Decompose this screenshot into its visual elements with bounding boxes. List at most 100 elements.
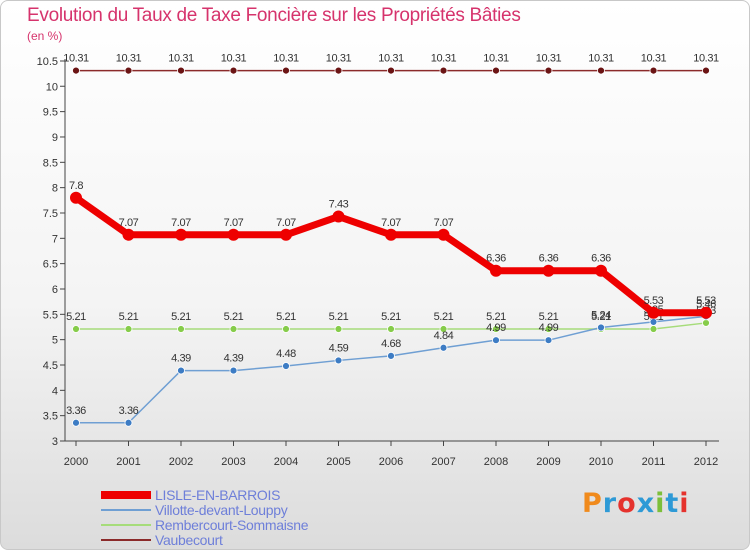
logo-letter: x: [636, 488, 656, 519]
data-label-lisle-en-barrois: 7.43: [329, 199, 349, 211]
data-point-rembercourt-sommaisne: [649, 325, 658, 333]
data-label-vaubecourt: 10.31: [536, 53, 562, 65]
data-point-lisle-en-barrois: [175, 228, 187, 241]
data-point-vaubecourt: [649, 66, 658, 75]
data-label-villotte-devant-louppy: 4.59: [329, 342, 349, 354]
data-label-villotte-devant-louppy: 5.24: [591, 309, 611, 321]
data-point-rembercourt-sommaisne: [124, 325, 133, 333]
data-point-rembercourt-sommaisne: [439, 325, 448, 333]
data-point-vaubecourt: [282, 66, 290, 75]
y-tick-label: 6: [52, 284, 58, 296]
data-point-vaubecourt: [124, 66, 133, 75]
data-point-vaubecourt: [544, 66, 553, 75]
x-tick-label: 2004: [274, 456, 298, 468]
data-label-vaubecourt: 10.31: [273, 53, 299, 65]
x-tick-label: 2012: [694, 456, 718, 468]
data-point-lisle-en-barrois: [332, 210, 345, 223]
data-label-villotte-devant-louppy: 3.36: [66, 405, 86, 417]
data-label-villotte-devant-louppy: 4.99: [539, 322, 559, 334]
y-tick-label: 8: [52, 183, 58, 195]
legend-label-rembercourt: Rembercourt-Sommaisne: [155, 516, 309, 533]
y-tick-label: 9.5: [43, 107, 58, 119]
data-label-lisle-en-barrois: 7.07: [224, 217, 244, 229]
data-point-villotte-devant-louppy: [439, 343, 448, 352]
data-label-rembercourt-sommaisne: 5.21: [486, 311, 506, 323]
data-label-vaubecourt: 10.31: [168, 53, 194, 65]
y-tick-label: 10.5: [37, 56, 58, 68]
data-point-villotte-devant-louppy: [282, 362, 290, 370]
data-point-lisle-en-barrois: [490, 264, 502, 277]
x-tick-label: 2010: [589, 456, 613, 468]
data-label-villotte-devant-louppy: 4.84: [434, 330, 454, 342]
data-label-lisle-en-barrois: 7.8: [69, 180, 83, 192]
y-tick-label: 4.5: [43, 360, 58, 372]
chart-legend: LISLE-EN-BARROIS Villotte-devant-Louppy …: [101, 486, 309, 548]
data-point-rembercourt-sommaisne: [72, 325, 80, 333]
x-tick-label: 2000: [64, 456, 88, 468]
y-tick-label: 9: [52, 132, 58, 144]
data-point-vaubecourt: [387, 66, 395, 75]
data-point-vaubecourt: [597, 66, 605, 75]
x-tick-label: 2002: [169, 456, 193, 468]
data-point-villotte-devant-louppy: [124, 418, 133, 427]
data-point-villotte-devant-louppy: [597, 323, 605, 332]
data-point-villotte-devant-louppy: [334, 356, 343, 365]
data-label-lisle-en-barrois: 7.07: [381, 217, 401, 229]
legend-label-lisle: LISLE-EN-BARROIS: [155, 486, 281, 503]
data-label-villotte-devant-louppy: 4.39: [224, 353, 244, 365]
data-point-vaubecourt: [177, 66, 185, 75]
data-label-rembercourt-sommaisne: 5.21: [434, 311, 454, 323]
data-label-rembercourt-sommaisne: 5.21: [591, 311, 611, 323]
data-point-lisle-en-barrois: [280, 228, 292, 241]
data-label-villotte-devant-louppy: 4.68: [381, 338, 401, 350]
data-point-lisle-en-barrois: [437, 228, 450, 241]
y-tick-label: 7: [52, 233, 58, 245]
data-label-rembercourt-sommaisne: 5.21: [329, 311, 349, 323]
data-point-lisle-en-barrois: [227, 228, 240, 241]
data-point-vaubecourt: [492, 66, 500, 75]
data-point-rembercourt-sommaisne: [492, 325, 500, 333]
data-point-villotte-devant-louppy: [387, 351, 395, 360]
y-tick-label: 10: [46, 81, 58, 93]
data-point-lisle-en-barrois: [385, 228, 397, 241]
data-label-lisle-en-barrois: 7.07: [276, 217, 296, 229]
data-label-lisle-en-barrois: 7.07: [171, 217, 191, 229]
y-unit-label: (en %): [27, 29, 63, 43]
legend-swatch-vaubecourt: [101, 538, 151, 541]
data-label-lisle-en-barrois: 6.36: [486, 253, 506, 265]
data-label-villotte-devant-louppy: 4.39: [171, 353, 191, 365]
data-label-rembercourt-sommaisne: 5.21: [171, 311, 191, 323]
data-point-villotte-devant-louppy: [229, 366, 238, 375]
series-line-lisle-en-barrois: [72, 194, 710, 317]
logo-letter: i: [655, 488, 666, 519]
data-point-lisle-en-barrois: [122, 228, 135, 241]
data-point-rembercourt-sommaisne: [177, 325, 185, 333]
data-label-lisle-en-barrois: 5.53: [644, 295, 664, 307]
data-point-lisle-en-barrois: [70, 191, 82, 204]
x-tick-label: 2003: [221, 456, 245, 468]
data-label-vaubecourt: 10.31: [221, 53, 247, 65]
data-point-villotte-devant-louppy: [492, 336, 500, 345]
legend-item-villotte: Villotte-devant-Louppy: [101, 501, 308, 518]
data-point-villotte-devant-louppy: [544, 336, 553, 345]
y-tick-label: 3.5: [43, 411, 58, 423]
data-label-rembercourt-sommaisne: 5.21: [119, 311, 139, 323]
data-point-villotte-devant-louppy: [649, 318, 658, 326]
data-point-vaubecourt: [72, 66, 80, 75]
y-tick-label: 6.5: [43, 259, 58, 271]
data-label-villotte-devant-louppy: 4.99: [486, 322, 506, 334]
data-label-lisle-en-barrois: 6.36: [591, 253, 611, 265]
legend-label-villotte: Villotte-devant-Louppy: [155, 501, 288, 518]
data-label-vaubecourt: 10.31: [693, 53, 719, 65]
y-tick-label: 5: [52, 335, 58, 347]
data-label-vaubecourt: 10.31: [483, 53, 509, 65]
logo-letter: r: [602, 488, 618, 519]
data-point-lisle-en-barrois: [595, 264, 607, 277]
y-tick-label: 3: [52, 436, 58, 448]
x-tick-label: 2009: [536, 456, 560, 468]
legend-swatch-lisle: [101, 490, 151, 499]
data-label-rembercourt-sommaisne: 5.21: [66, 311, 86, 323]
x-tick-label: 2007: [431, 456, 455, 468]
data-point-rembercourt-sommaisne: [282, 325, 290, 333]
